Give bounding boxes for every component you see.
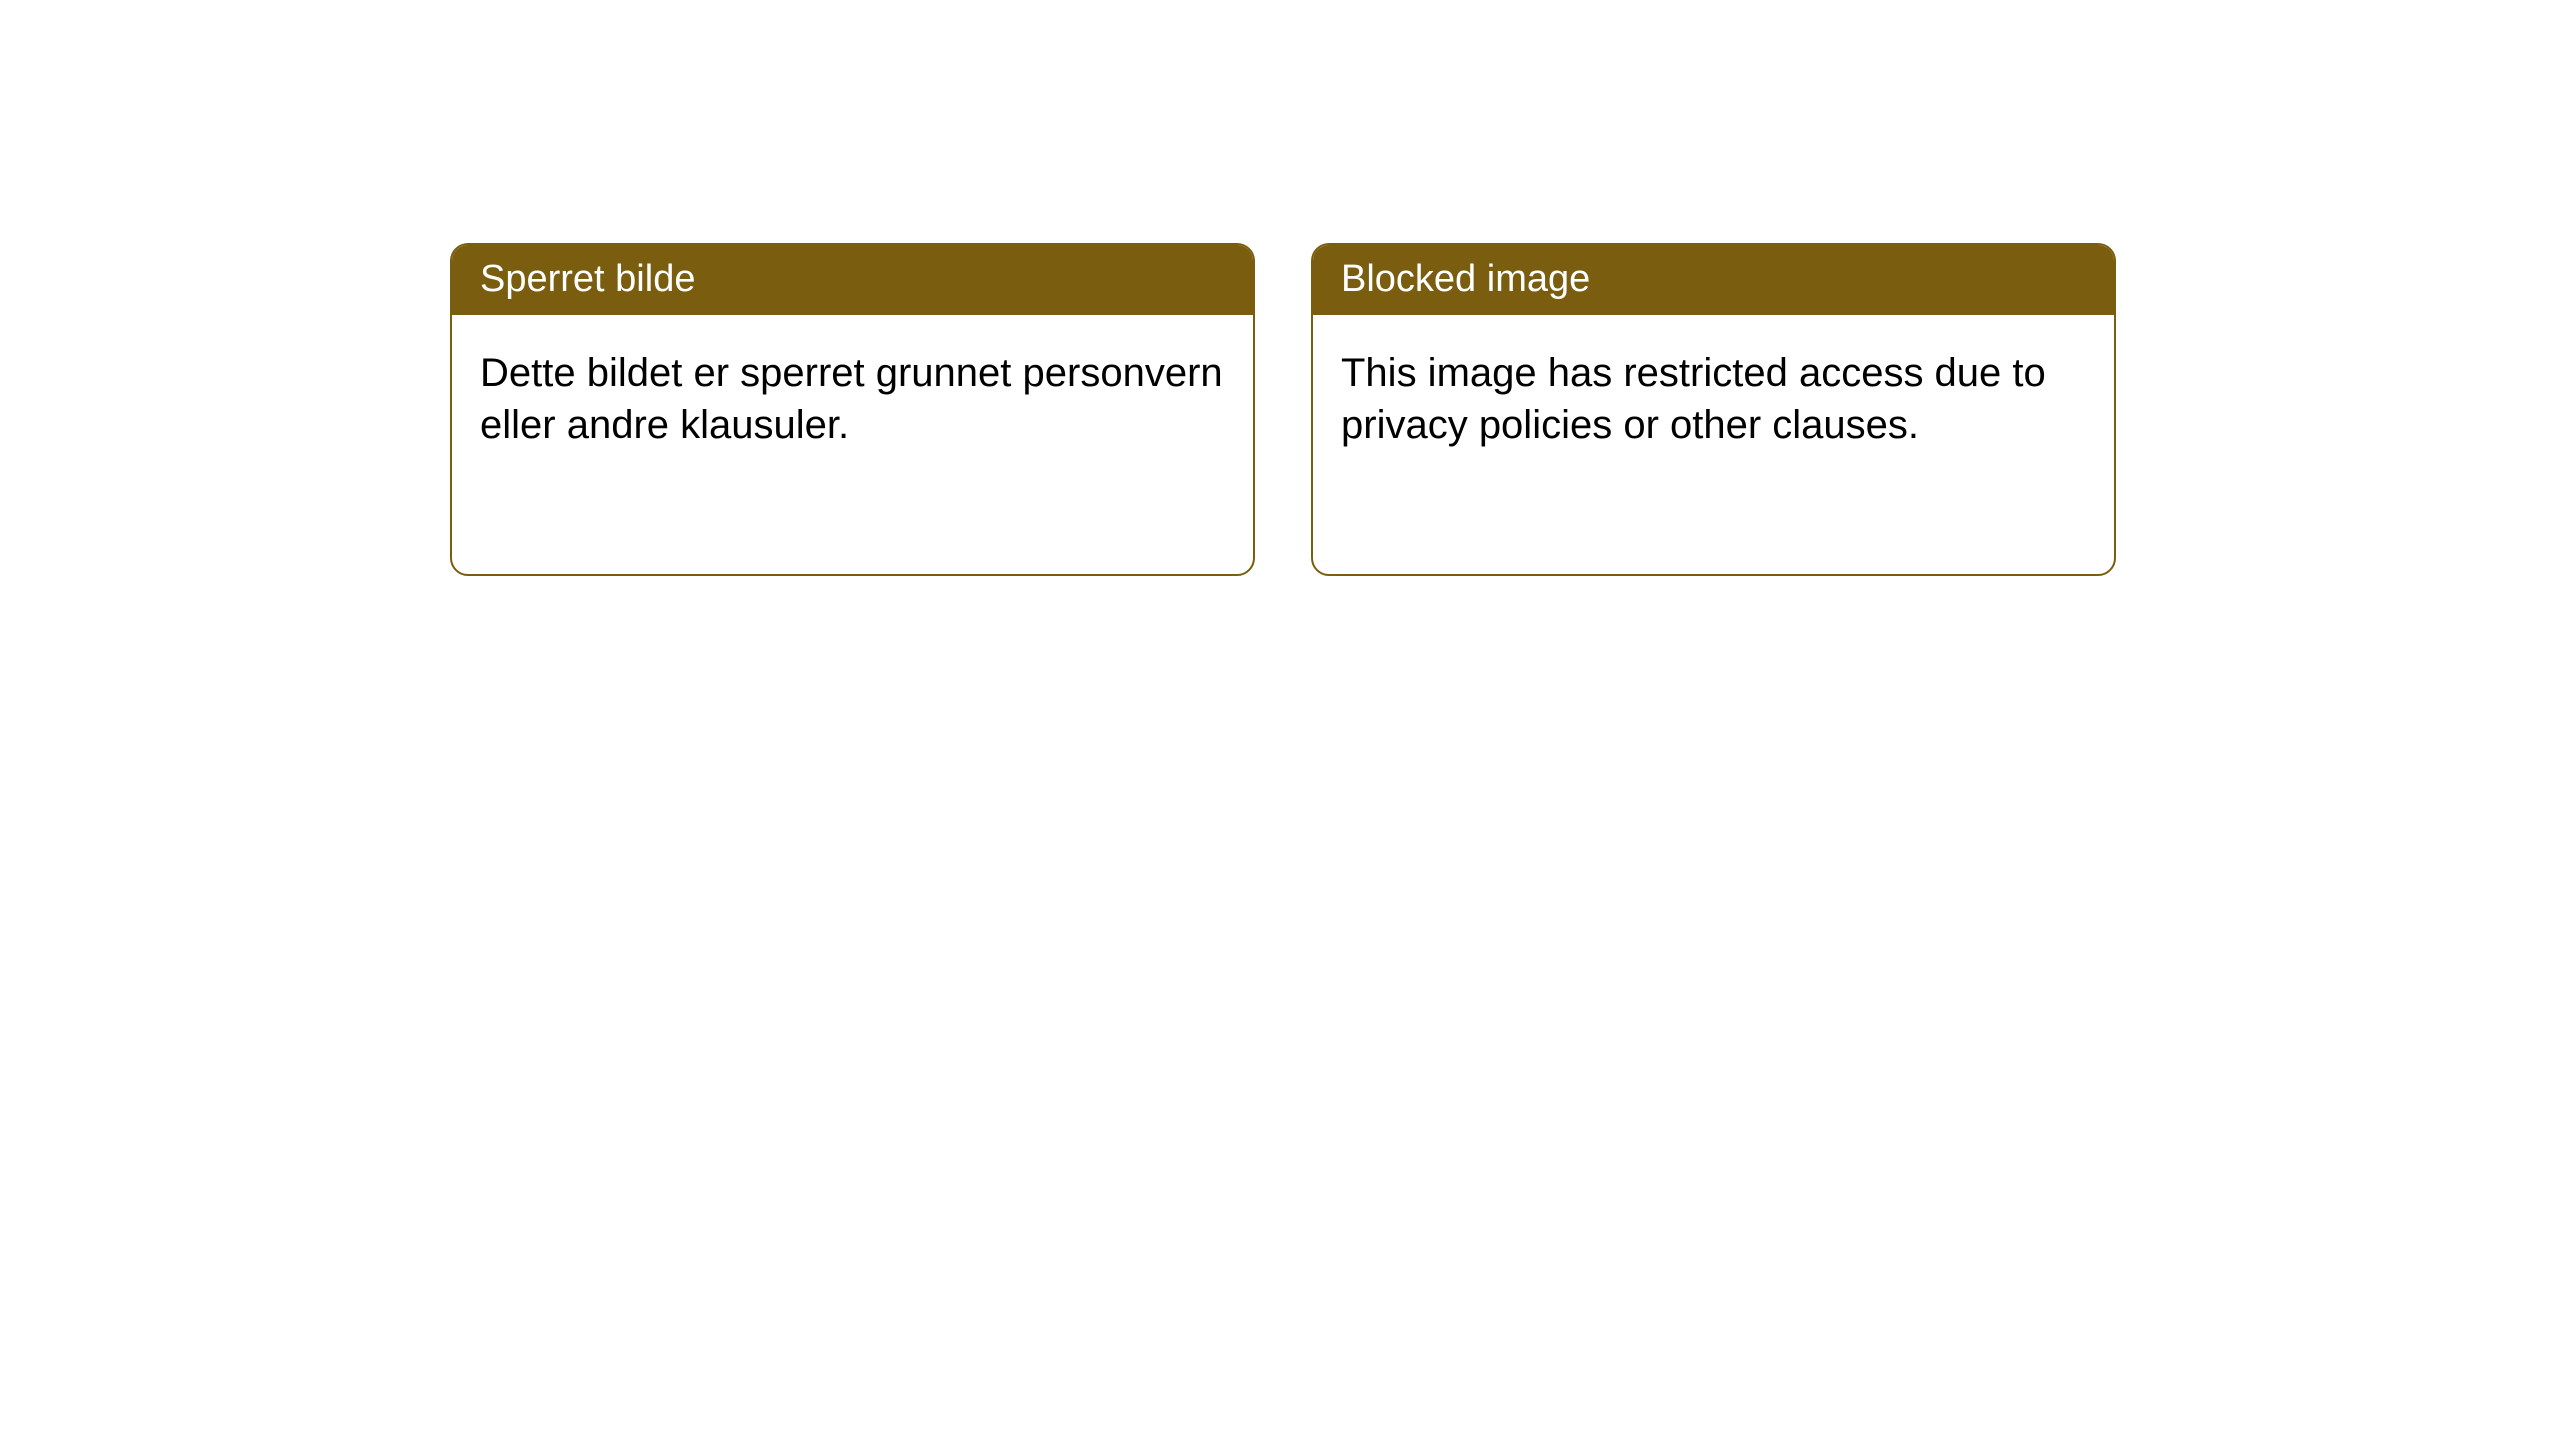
notice-header-norwegian: Sperret bilde bbox=[452, 245, 1253, 315]
notice-container: Sperret bilde Dette bildet er sperret gr… bbox=[0, 0, 2560, 576]
notice-body-norwegian: Dette bildet er sperret grunnet personve… bbox=[452, 315, 1253, 485]
notice-card-norwegian: Sperret bilde Dette bildet er sperret gr… bbox=[450, 243, 1255, 576]
notice-body-english: This image has restricted access due to … bbox=[1313, 315, 2114, 485]
notice-card-english: Blocked image This image has restricted … bbox=[1311, 243, 2116, 576]
notice-header-english: Blocked image bbox=[1313, 245, 2114, 315]
